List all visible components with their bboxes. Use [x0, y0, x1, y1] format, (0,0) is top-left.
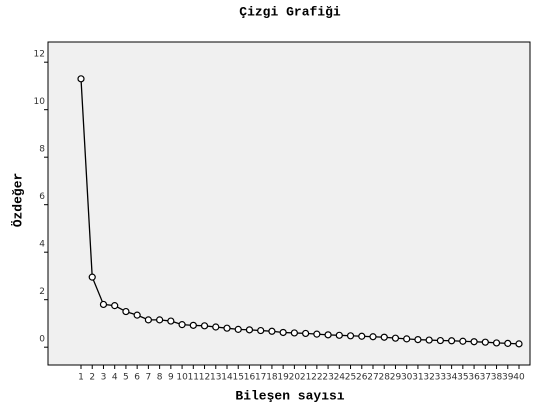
x-tick-label: 7: [146, 373, 152, 383]
data-point: [346, 332, 355, 340]
x-tick-label: 10: [176, 373, 188, 383]
x-tick-label: 13: [210, 373, 221, 383]
data-point: [212, 323, 220, 331]
data-point: [268, 327, 276, 335]
data-point: [425, 336, 433, 344]
x-tick-label: 36: [468, 373, 480, 383]
data-point: [223, 324, 231, 332]
x-tick-label: 32: [423, 373, 434, 383]
x-tick-label: 19: [277, 373, 289, 383]
x-tick-label: 29: [390, 373, 402, 383]
data-point: [470, 338, 478, 346]
x-tick-label: 18: [266, 373, 278, 383]
x-tick-label: 38: [491, 373, 503, 383]
x-tick-label: 30: [401, 373, 413, 383]
x-tick-label: 37: [480, 373, 491, 383]
data-point: [302, 329, 310, 338]
data-point: [504, 339, 512, 347]
data-point: [133, 311, 141, 319]
data-point: [391, 334, 400, 342]
data-point: [111, 302, 119, 310]
data-point: [448, 337, 456, 345]
data-point: [459, 337, 467, 345]
x-tick-label: 9: [168, 373, 174, 383]
chart-title: Çizgi Grafiği: [239, 4, 341, 19]
x-tick-label: 22: [311, 373, 322, 383]
data-point: [234, 325, 242, 333]
data-point: [492, 339, 501, 347]
y-tick-label: 12: [34, 50, 45, 60]
data-point: [515, 340, 523, 348]
data-point: [481, 338, 489, 346]
x-tick-label: 8: [157, 373, 163, 383]
x-tick-label: 4: [112, 373, 118, 383]
data-point: [279, 328, 287, 337]
y-tick-label: 8: [39, 145, 45, 155]
y-tick-label: 0: [39, 335, 45, 345]
y-tick-label: 2: [39, 287, 45, 297]
x-tick-label: 21: [300, 373, 311, 383]
data-point: [167, 317, 175, 325]
data-point: [313, 330, 321, 338]
plot-area: [47, 41, 531, 366]
data-point: [88, 273, 96, 281]
x-tick-label: 1: [78, 373, 84, 383]
x-tick-label: 20: [289, 373, 301, 383]
data-point: [403, 335, 411, 343]
data-point: [369, 333, 377, 341]
y-tick-label: 6: [39, 192, 45, 202]
series-line: [80, 78, 520, 345]
data-point: [178, 321, 186, 329]
x-tick-label: 5: [123, 373, 129, 383]
x-tick-label: 3: [101, 373, 107, 383]
data-point: [380, 333, 388, 341]
data-point: [436, 336, 444, 345]
x-tick-label: 12: [199, 373, 210, 383]
x-tick-label: 31: [412, 373, 423, 383]
x-tick-label: 15: [233, 373, 244, 383]
data-point: [77, 75, 85, 83]
x-tick-label: 39: [502, 373, 514, 383]
data-point: [324, 331, 332, 339]
y-axis-label: Özdeğer: [9, 173, 25, 228]
x-tick-label: 25: [345, 373, 356, 383]
x-tick-label: 27: [367, 373, 378, 383]
x-tick-label: 33: [435, 373, 446, 383]
x-tick-label: 23: [322, 373, 333, 383]
x-tick-label: 26: [356, 373, 368, 383]
y-tick-label: 10: [34, 97, 46, 107]
data-point: [414, 335, 422, 344]
data-point: [358, 332, 366, 340]
x-tick-label: 2: [89, 373, 95, 383]
data-point: [245, 326, 254, 334]
data-point: [189, 321, 197, 329]
x-tick-label: 17: [255, 373, 266, 383]
data-point: [156, 316, 164, 324]
x-tick-label: 16: [244, 373, 256, 383]
data-point: [99, 300, 108, 309]
x-tick-label: 24: [334, 373, 346, 383]
x-tick-label: 40: [513, 373, 525, 383]
x-tick-label: 28: [379, 373, 391, 383]
data-point: [335, 331, 343, 339]
x-tick-label: 34: [446, 373, 458, 383]
data-point: [200, 322, 209, 330]
y-tick-label: 4: [39, 240, 45, 250]
x-tick-label: 35: [457, 373, 468, 383]
data-point: [257, 326, 265, 335]
x-tick-label: 11: [188, 373, 199, 383]
data-point: [122, 307, 130, 316]
data-point: [290, 329, 298, 337]
x-axis-label: Bileşen sayısı: [235, 388, 344, 403]
x-tick-label: 14: [221, 373, 233, 383]
x-tick-label: 6: [134, 373, 140, 383]
data-point: [144, 316, 152, 324]
